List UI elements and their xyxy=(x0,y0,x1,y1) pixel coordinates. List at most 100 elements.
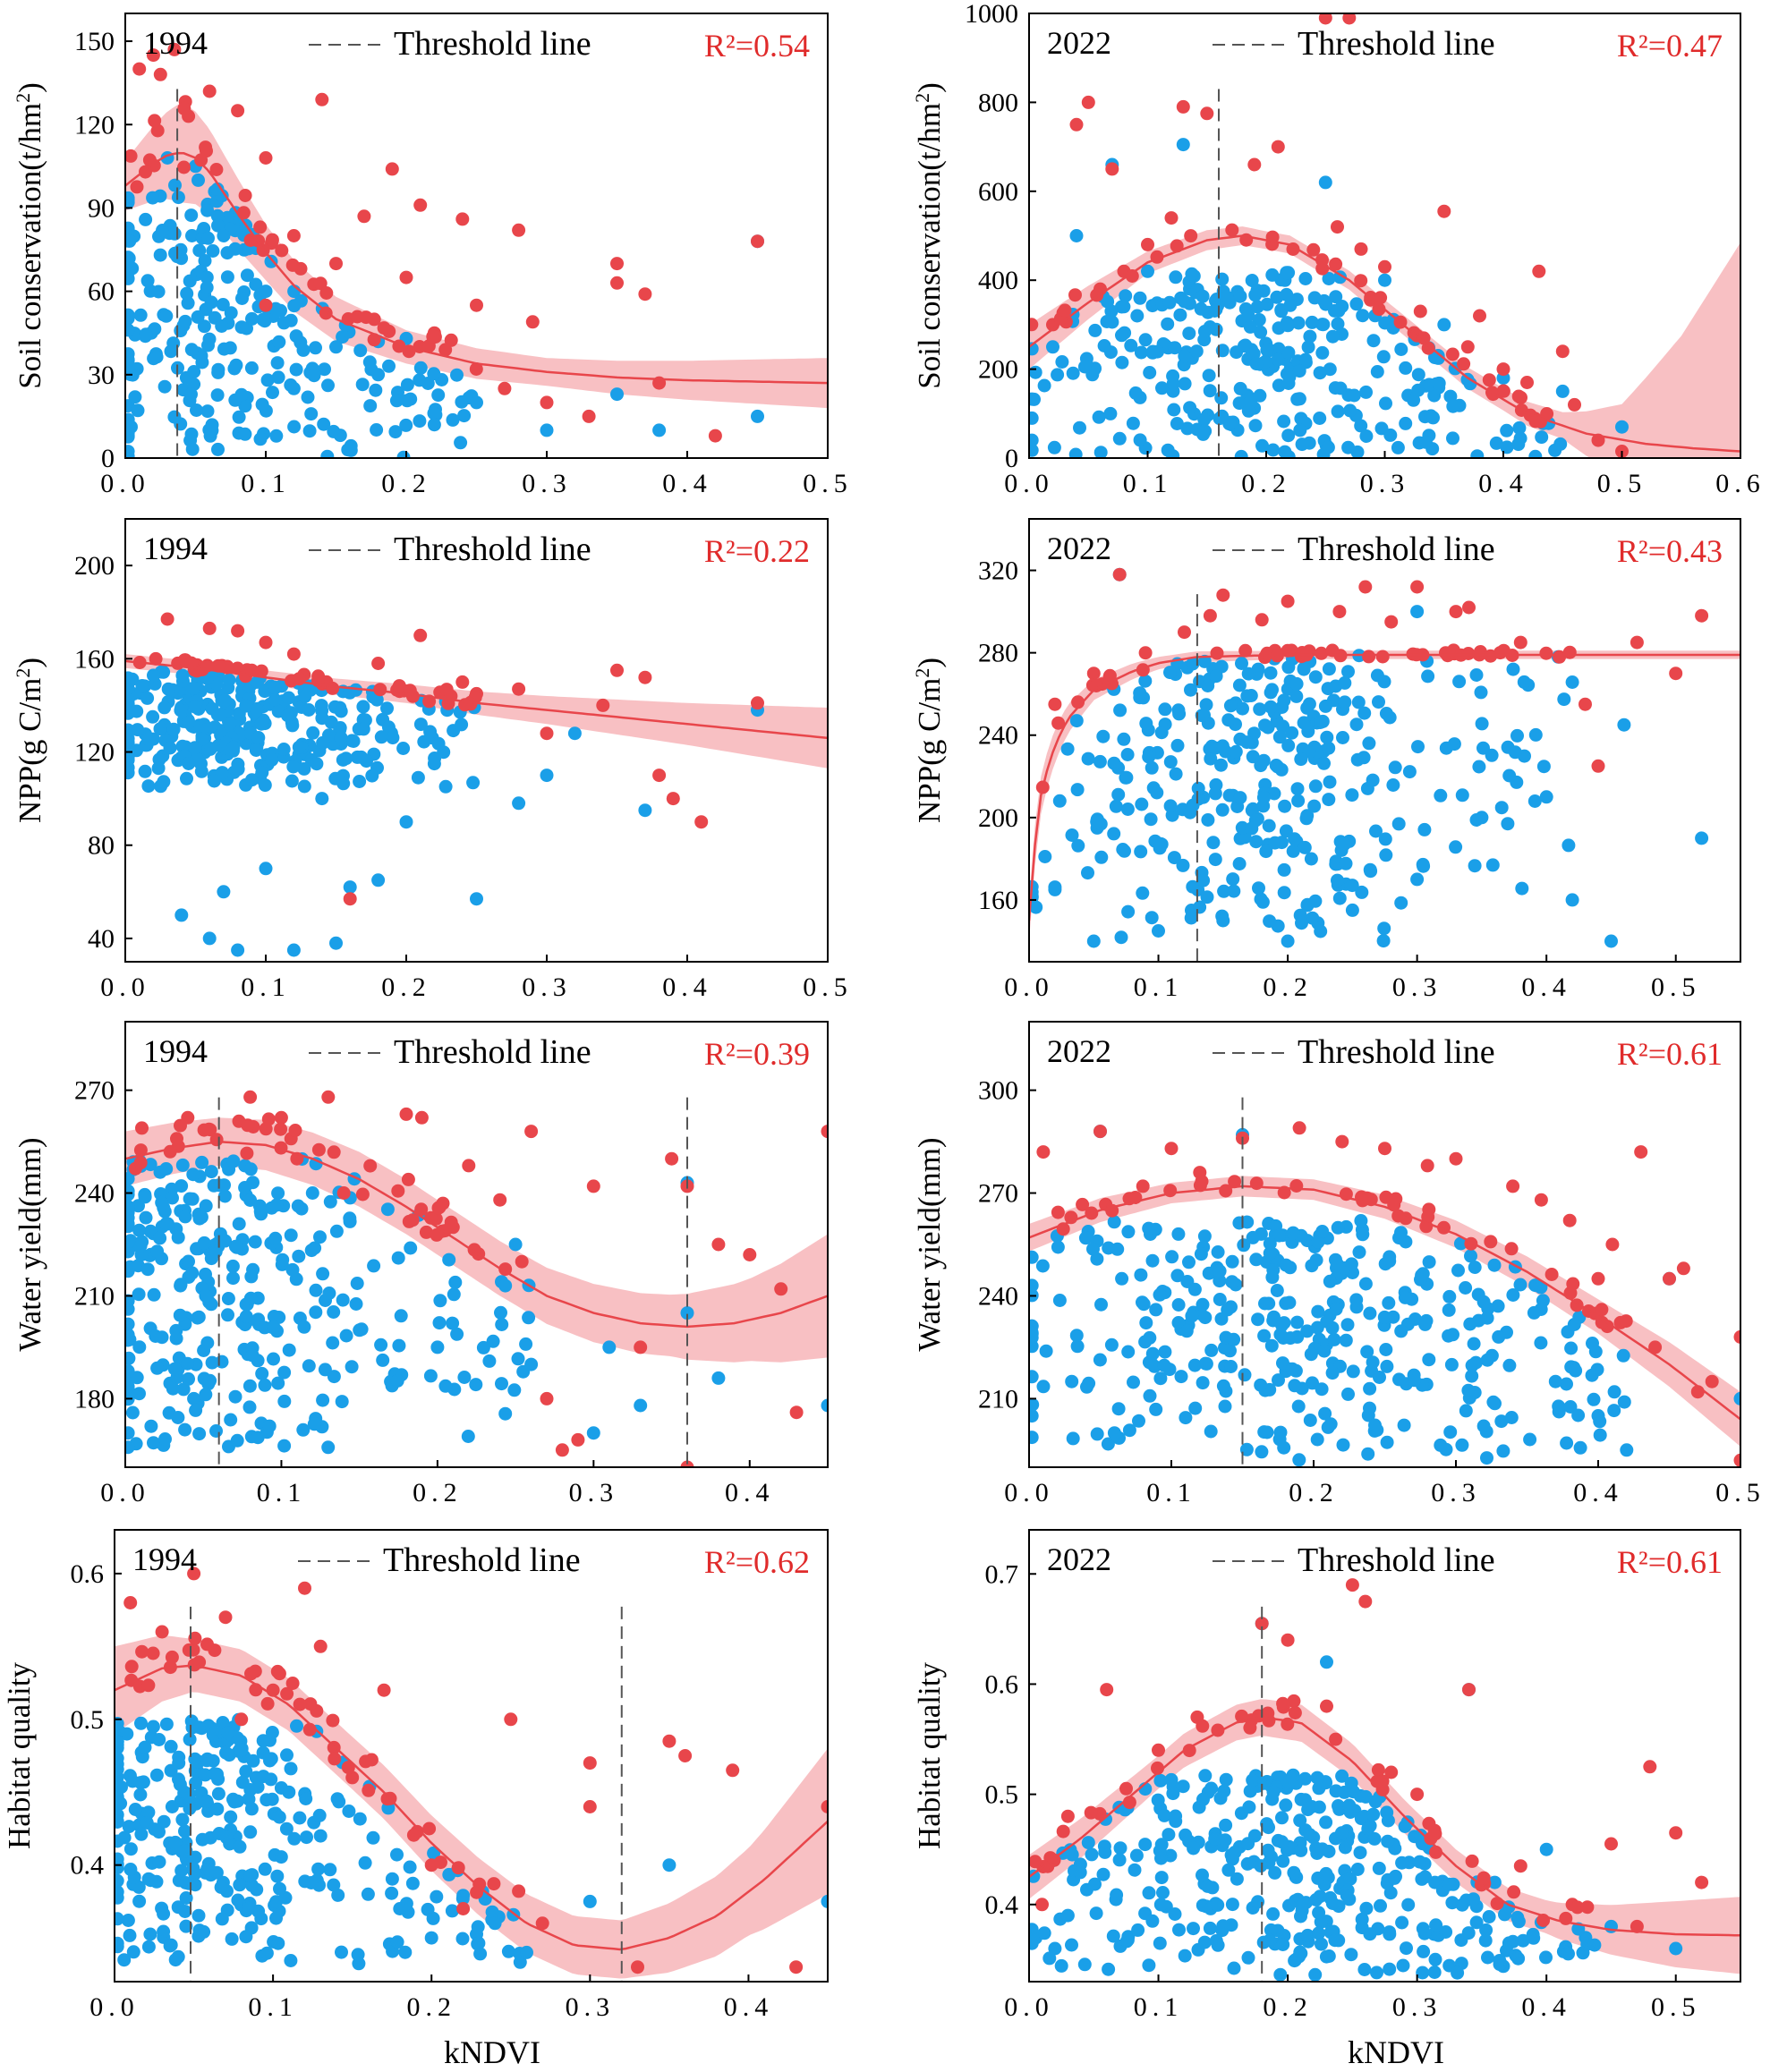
blue-point xyxy=(289,329,303,344)
blue-point xyxy=(1249,357,1264,371)
blue-point xyxy=(1422,1255,1436,1270)
blue-point xyxy=(1372,1861,1386,1875)
blue-point xyxy=(1219,1818,1233,1832)
blue-point xyxy=(1527,1305,1541,1320)
blue-point xyxy=(1055,355,1069,369)
x-tick-label: 0.4 xyxy=(1521,972,1571,1002)
y-axis-label-tail: ) xyxy=(912,82,947,93)
blue-point xyxy=(219,1830,234,1845)
fit-curve xyxy=(115,1664,828,1951)
blue-point xyxy=(209,1424,223,1438)
blue-point xyxy=(1029,1370,1039,1384)
blue-point xyxy=(1523,1432,1537,1447)
blue-point xyxy=(1117,732,1131,746)
blue-point xyxy=(1211,1898,1225,1912)
blue-point xyxy=(1298,272,1313,285)
blue-point xyxy=(1607,1404,1621,1418)
blue-point xyxy=(301,390,315,404)
blue-point xyxy=(1328,381,1342,395)
blue-point xyxy=(445,1904,459,1918)
blue-point xyxy=(1094,1297,1108,1312)
threshold-legend-text: Threshold line xyxy=(1298,531,1495,568)
blue-point xyxy=(1352,1245,1366,1260)
blue-point xyxy=(1213,1293,1227,1306)
red-point xyxy=(1604,1837,1618,1851)
red-point xyxy=(1306,242,1321,257)
blue-point xyxy=(1455,1898,1469,1912)
blue-point xyxy=(423,1369,438,1383)
y-axis-label-main: NPP(g C/m xyxy=(912,678,947,823)
blue-point xyxy=(220,246,234,260)
x-tick-label: 0.1 xyxy=(1134,972,1184,1002)
blue-point xyxy=(125,675,135,690)
blue-point xyxy=(1188,1401,1203,1415)
blue-point xyxy=(327,1305,341,1319)
blue-point xyxy=(296,343,311,357)
blue-point xyxy=(1502,1936,1516,1950)
blue-point xyxy=(1243,319,1257,334)
blue-point xyxy=(352,1957,366,1971)
blue-point xyxy=(258,1378,272,1392)
x-tick-label: 0.4 xyxy=(662,972,712,1002)
blue-point xyxy=(1178,349,1192,363)
blue-point xyxy=(1193,900,1207,914)
blue-point xyxy=(1143,1388,1157,1403)
blue-point xyxy=(1145,1253,1160,1268)
x-tick-label: 0.5 xyxy=(1597,469,1647,498)
blue-point xyxy=(1138,1838,1153,1852)
blue-point xyxy=(485,1905,499,1919)
blue-point xyxy=(171,1411,185,1424)
blue-point xyxy=(1318,1406,1332,1421)
blue-point xyxy=(1281,429,1296,443)
blue-point xyxy=(1354,419,1368,433)
red-point xyxy=(610,276,624,290)
blue-point xyxy=(286,760,301,774)
r-squared-label: R²=0.22 xyxy=(704,533,810,569)
blue-point xyxy=(1071,838,1085,853)
blue-point xyxy=(125,191,135,205)
blue-point xyxy=(121,1914,135,1927)
blue-point xyxy=(202,931,217,946)
blue-point xyxy=(313,1230,327,1244)
chart-panel-2: 0.0 0.1 0.2 0.3 0.4 0.5 0.602004006008001000So… xyxy=(911,0,1760,498)
blue-point xyxy=(1232,857,1247,870)
x-tick-label: 0.0 xyxy=(1004,1992,1054,2022)
blue-point xyxy=(524,1357,539,1371)
blue-point xyxy=(1029,392,1041,406)
red-point xyxy=(774,1282,788,1296)
blue-point xyxy=(1255,895,1270,909)
y-tick-label: 200 xyxy=(978,355,1018,385)
blue-point xyxy=(1593,1428,1607,1442)
blue-point xyxy=(450,1327,464,1341)
blue-point xyxy=(1294,1843,1308,1857)
blue-point xyxy=(1178,377,1192,391)
red-point xyxy=(1421,341,1435,355)
blue-point xyxy=(125,1172,135,1185)
blue-point xyxy=(1281,1775,1296,1789)
blue-point xyxy=(1290,392,1305,406)
blue-point xyxy=(231,943,245,957)
blue-point xyxy=(316,1267,330,1281)
blue-point xyxy=(270,356,285,370)
blue-point xyxy=(1224,1360,1238,1373)
red-point xyxy=(413,198,428,212)
blue-point xyxy=(358,1855,372,1870)
blue-point xyxy=(255,1366,269,1380)
y-tick-label: 160 xyxy=(978,886,1018,915)
blue-point xyxy=(1121,1225,1136,1239)
blue-point xyxy=(1585,1368,1599,1382)
blue-point xyxy=(1234,449,1248,458)
red-point xyxy=(149,651,163,666)
blue-point xyxy=(1485,1348,1499,1363)
blue-point xyxy=(1325,329,1340,344)
x-tick-label: 0.4 xyxy=(724,1992,774,2022)
blue-point xyxy=(125,1351,136,1365)
blue-point xyxy=(1453,1236,1468,1251)
red-point xyxy=(1630,1919,1644,1933)
blue-point xyxy=(1381,1834,1395,1848)
y-tick-label: 0.7 xyxy=(985,1559,1019,1589)
blue-point xyxy=(1248,288,1263,302)
blue-point xyxy=(374,1337,388,1352)
